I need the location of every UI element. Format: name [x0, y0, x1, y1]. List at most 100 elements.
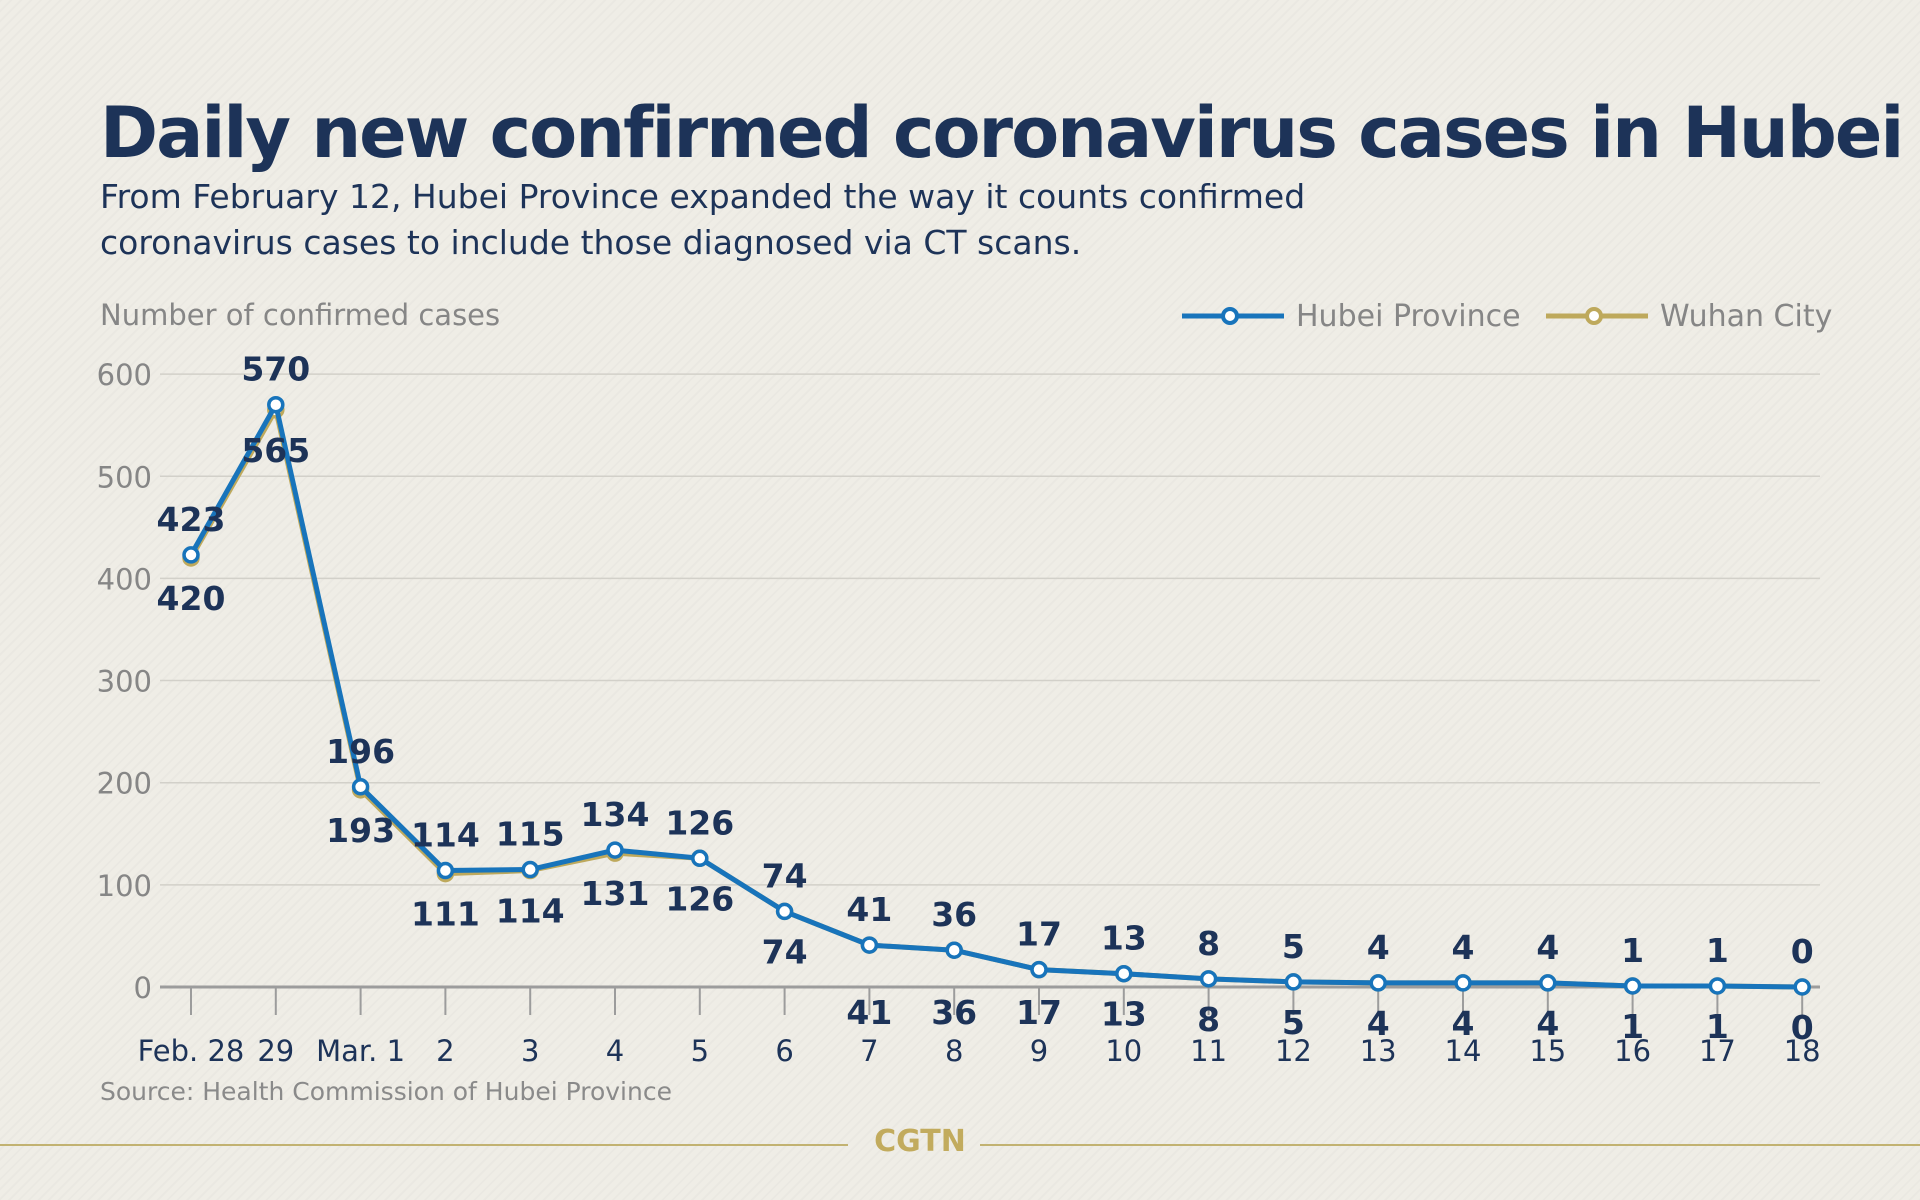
chart-subtitle: From February 12, Hubei Province expande…: [100, 174, 1400, 266]
series-group: [182, 395, 1811, 996]
data-label: 126: [665, 803, 734, 842]
x-tick-label: 5: [691, 1034, 709, 1068]
data-label: 74: [762, 932, 808, 971]
y-tick-label: 0: [134, 971, 152, 1005]
data-label: 1: [1621, 931, 1644, 970]
data-label: 13: [1101, 995, 1147, 1034]
data-label: 115: [496, 815, 565, 854]
data-point: [1369, 974, 1387, 992]
y-axis: 0 100 200 300 400 500 600: [97, 358, 152, 1005]
x-tick-label: 4: [606, 1034, 624, 1068]
x-tick-label: Feb. 28: [138, 1034, 245, 1068]
data-label: 4: [1367, 1004, 1390, 1043]
y-tick-label: 500: [97, 460, 152, 494]
data-point: [267, 395, 285, 414]
x-tick-label: 29: [257, 1034, 294, 1068]
data-label: 5: [1282, 1003, 1305, 1042]
data-label: 570: [241, 350, 310, 389]
y-tick-label: 400: [97, 562, 152, 596]
data-label: 36: [931, 895, 977, 934]
data-label: 41: [846, 993, 892, 1032]
data-point: [1030, 960, 1048, 979]
data-point: [1708, 977, 1727, 995]
legend-label: Wuhan City: [1660, 299, 1832, 334]
brand-logo: CGTN: [874, 1124, 966, 1159]
data-label: 420: [157, 579, 226, 618]
data-label: 41: [846, 890, 892, 929]
data-point: [860, 936, 879, 954]
x-tick-label: 6: [775, 1034, 793, 1068]
data-label: 1: [1706, 1007, 1729, 1046]
data-point: [606, 841, 624, 859]
chart-title: Daily new confirmed coronavirus cases in…: [100, 92, 1904, 174]
data-label: 114: [496, 892, 565, 931]
data-point: [436, 861, 455, 880]
x-tick-label: 9: [1030, 1034, 1048, 1068]
data-label: 17: [1016, 993, 1062, 1032]
data-label: 4: [1452, 928, 1475, 967]
data-label: 111: [411, 895, 480, 934]
gridlines: [160, 373, 1820, 886]
data-label: 4: [1452, 1004, 1475, 1043]
data-label: 4: [1367, 928, 1390, 967]
x-tick-label: 16: [1614, 1034, 1651, 1068]
data-label: 423: [157, 500, 226, 539]
x-tick-label: 18: [1784, 1034, 1821, 1068]
legend-marker: [1221, 307, 1239, 325]
x-tick-label: 11: [1190, 1034, 1227, 1068]
data-label: 0: [1791, 1008, 1814, 1047]
x-tick-label: 8: [945, 1034, 963, 1068]
data-label: 134: [581, 795, 650, 834]
data-point: [351, 778, 370, 796]
y-tick-label: 300: [97, 665, 152, 699]
footer-line-right: [980, 1144, 1920, 1146]
series-line: [188, 402, 1803, 990]
data-label: 0: [1791, 932, 1814, 971]
subtitle-line-1: From February 12, Hubei Province expande…: [100, 177, 1306, 216]
x-tick-label: 12: [1275, 1034, 1312, 1068]
legend: Hubei Province Wuhan City: [1182, 299, 1832, 334]
data-label: 131: [581, 874, 650, 913]
data-label: 17: [1016, 915, 1062, 954]
y-tick-label: 600: [97, 358, 152, 392]
x-tick-label: 13: [1360, 1034, 1397, 1068]
y-tick-label: 100: [97, 869, 152, 903]
x-tick-label: 3: [521, 1034, 539, 1068]
data-label: 126: [665, 879, 734, 918]
data-label: 8: [1197, 1000, 1220, 1039]
data-label: 565: [241, 431, 310, 470]
data-label: 36: [931, 993, 977, 1032]
data-label: 196: [326, 732, 395, 771]
x-tick-label: Mar. 1: [316, 1034, 405, 1068]
subtitle-line-2: coronavirus cases to include those diagn…: [100, 223, 1082, 262]
data-point: [1284, 973, 1303, 991]
footer-line-left: [0, 1144, 848, 1146]
y-tick-label: 200: [97, 767, 152, 801]
data-point: [521, 860, 539, 879]
data-point: [182, 546, 200, 564]
data-point: [1454, 974, 1472, 992]
data-label: 4: [1536, 1004, 1559, 1043]
legend-marker: [1585, 307, 1603, 325]
data-label: 1: [1621, 1007, 1644, 1046]
data-point: [1115, 964, 1133, 983]
x-tick-label: 17: [1699, 1034, 1736, 1068]
data-label: 13: [1101, 919, 1147, 958]
x-axis: Feb. 28 29 Mar. 1 2 3 4 5 6 7 8 9 10 11 12 13 14 15 16 17 1…: [138, 985, 1821, 1068]
data-label: 5: [1282, 927, 1305, 966]
data-point: [1623, 977, 1642, 995]
x-tick-label: 10: [1105, 1034, 1142, 1068]
x-tick-label: 14: [1445, 1034, 1482, 1068]
data-point: [775, 902, 794, 921]
data-point: [1539, 974, 1557, 992]
x-tick-label: 2: [436, 1034, 454, 1068]
data-label: 4: [1536, 928, 1559, 967]
data-label: 114: [411, 816, 480, 855]
data-label: 8: [1197, 924, 1220, 963]
source-note: Source: Health Commission of Hubei Provi…: [100, 1077, 672, 1106]
data-label: 74: [762, 856, 808, 895]
legend-label: Hubei Province: [1296, 299, 1521, 334]
data-point: [945, 941, 963, 959]
x-tick-label: 15: [1529, 1034, 1566, 1068]
